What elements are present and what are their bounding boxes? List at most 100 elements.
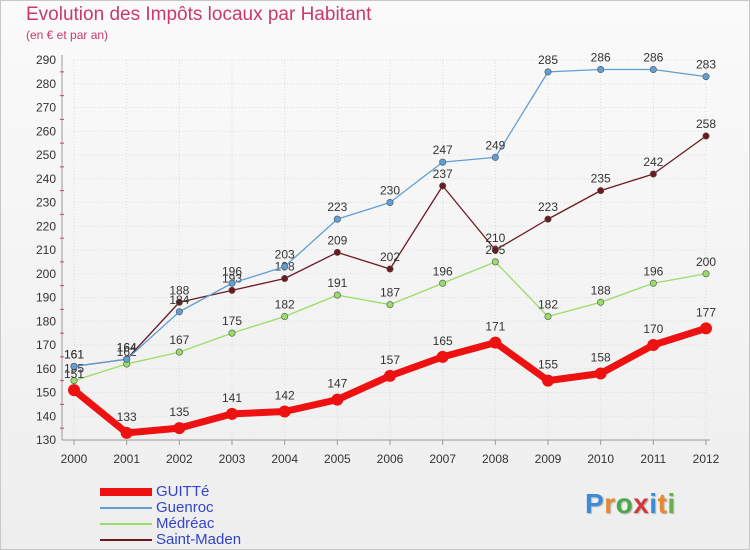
data-label-m-dr-ac: 167 [169, 333, 189, 347]
data-label-guitt-: 133 [117, 410, 137, 424]
data-label-guenroc: 203 [275, 248, 295, 262]
data-point-guitt- [120, 426, 133, 439]
data-label-saint-maden: 258 [696, 117, 716, 131]
chart-title: Evolution des Impôts locaux par Habitant [26, 4, 372, 25]
data-point-guenroc [386, 199, 394, 207]
data-point-guitt- [647, 339, 660, 351]
data-label-guitt-: 141 [222, 391, 242, 405]
data-label-guitt-: 158 [591, 351, 611, 365]
y-tick-label: 250 [36, 148, 56, 162]
data-label-m-dr-ac: 182 [275, 298, 295, 312]
x-tick-label: 2006 [377, 452, 404, 466]
legend-swatch-medreac [100, 523, 152, 525]
data-label-guitt-: 165 [433, 334, 453, 348]
data-point-guenroc [228, 279, 236, 287]
data-point-saint-maden [228, 286, 236, 294]
data-label-guenroc: 283 [696, 58, 716, 72]
x-tick-label: 2007 [429, 452, 456, 466]
data-label-guenroc: 286 [643, 51, 663, 65]
legend-swatch-guitte [100, 488, 152, 496]
x-tick-label: 2004 [271, 452, 298, 466]
data-label-guitt-: 142 [275, 389, 295, 403]
legend-label-saint-maden: Saint-Maden [156, 531, 242, 548]
data-label-m-dr-ac: 200 [696, 255, 716, 269]
x-tick-label: 2000 [61, 452, 88, 466]
data-label-m-dr-ac: 196 [643, 264, 663, 278]
data-label-guenroc: 286 [591, 51, 611, 65]
data-point-guitt- [226, 407, 238, 420]
data-label-saint-maden: 161 [64, 347, 84, 361]
data-label-saint-maden: 164 [117, 340, 137, 354]
data-label-m-dr-ac: 188 [591, 283, 611, 297]
y-tick-label: 130 [36, 433, 56, 447]
data-point-guitt- [331, 393, 344, 406]
data-label-saint-maden: 242 [643, 155, 663, 169]
data-point-guitt- [542, 374, 554, 387]
legend-swatch-guenroc [100, 507, 152, 509]
data-point-saint-maden [175, 298, 183, 306]
legend-swatch-saint-maden [100, 539, 152, 541]
y-tick-label: 210 [36, 243, 56, 257]
data-label-guenroc: 196 [222, 264, 242, 278]
data-point-guitt- [594, 367, 607, 380]
y-tick-label: 190 [36, 291, 56, 305]
data-point-guenroc [702, 73, 710, 81]
data-label-guitt-: 135 [169, 405, 189, 419]
data-point-m-dr-ac [702, 270, 710, 278]
data-point-guitt- [489, 336, 502, 349]
data-label-guitt-: 171 [485, 320, 505, 334]
data-point-guenroc [491, 153, 499, 161]
data-point-guitt- [68, 384, 80, 397]
data-label-guitt-: 147 [327, 377, 347, 391]
x-tick-label: 2005 [324, 452, 351, 466]
chart-subtitle: (en € et par an) [26, 28, 109, 42]
data-point-guenroc [597, 66, 605, 74]
data-label-saint-maden: 210 [485, 231, 505, 245]
data-point-m-dr-ac [439, 279, 447, 287]
data-label-saint-maden: 209 [327, 233, 347, 247]
data-label-saint-maden: 235 [591, 172, 611, 186]
data-label-m-dr-ac: 162 [117, 345, 137, 359]
data-point-saint-maden [597, 187, 605, 195]
data-label-m-dr-ac: 191 [327, 276, 347, 290]
data-label-guenroc: 184 [169, 293, 189, 307]
data-point-m-dr-ac [597, 298, 605, 306]
data-label-guenroc: 223 [327, 200, 347, 214]
y-tick-label: 280 [36, 77, 56, 91]
data-label-guenroc: 230 [380, 184, 400, 198]
data-point-guitt- [278, 405, 291, 418]
data-point-guenroc [70, 362, 78, 370]
y-tick-label: 290 [36, 53, 56, 67]
x-tick-label: 2011 [640, 452, 666, 466]
y-tick-label: 140 [36, 409, 56, 423]
data-point-m-dr-ac [70, 377, 78, 385]
data-point-m-dr-ac [175, 348, 183, 356]
x-tick-label: 2008 [482, 452, 509, 466]
data-point-guitt- [700, 322, 712, 335]
data-point-saint-maden [439, 182, 447, 190]
data-label-m-dr-ac: 175 [222, 314, 242, 328]
data-label-guitt-: 151 [64, 367, 84, 381]
data-label-m-dr-ac: 182 [538, 298, 558, 312]
data-point-m-dr-ac [544, 312, 552, 320]
y-tick-label: 270 [36, 101, 56, 115]
legend-label-guenroc: Guenroc [156, 499, 214, 516]
legend-label-guitte: GUITTé [156, 483, 210, 500]
data-point-saint-maden [386, 265, 394, 273]
y-tick-label: 150 [36, 386, 56, 400]
x-tick-label: 2009 [535, 452, 562, 466]
data-point-m-dr-ac [386, 301, 394, 309]
data-label-guitt-: 157 [380, 353, 400, 367]
data-point-guenroc [333, 215, 341, 223]
data-point-saint-maden [281, 274, 289, 282]
data-label-saint-maden: 223 [538, 200, 558, 214]
y-tick-label: 170 [36, 338, 56, 352]
x-tick-label: 2012 [693, 452, 720, 466]
x-tick-label: 2001 [113, 452, 140, 466]
data-point-guenroc [439, 158, 447, 166]
data-point-guenroc [281, 263, 289, 271]
data-point-m-dr-ac [228, 329, 236, 337]
data-point-m-dr-ac [281, 312, 289, 320]
